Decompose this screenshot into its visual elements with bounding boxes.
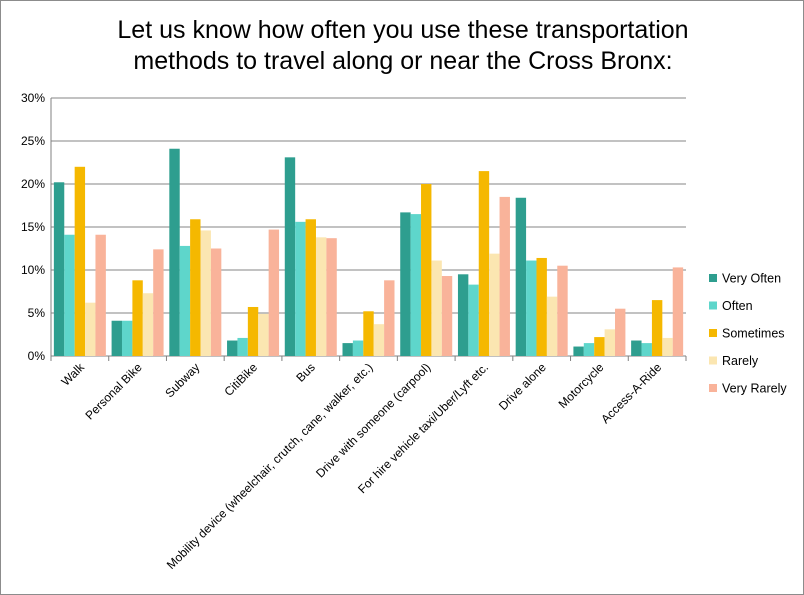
chart-title-line-2: methods to travel along or near the Cros…: [133, 47, 673, 75]
bar: [247, 306, 259, 356]
bar: [384, 280, 395, 356]
x-tick-label: Personal Bike: [82, 360, 144, 422]
bar: [557, 265, 568, 356]
bar: [373, 324, 385, 356]
bar: [132, 280, 143, 356]
bar: [400, 212, 411, 356]
y-tick-label: 20%: [21, 177, 45, 191]
x-tick-label: Walk: [59, 360, 88, 389]
legend-swatch: [709, 301, 717, 310]
bar: [457, 274, 469, 356]
bar: [85, 302, 96, 356]
bar: [363, 311, 374, 356]
bar: [200, 230, 211, 356]
x-tick-label: Mobility device (wheelchair, crutch, can…: [164, 360, 376, 572]
bar: [153, 249, 164, 356]
bar: [651, 300, 663, 356]
bar: [526, 260, 537, 356]
bar: [441, 276, 453, 356]
bar: [431, 260, 442, 356]
bar: [615, 308, 626, 356]
y-tick-label: 25%: [21, 134, 45, 148]
x-tick-label: Motorcycle: [556, 360, 607, 411]
y-tick-label: 30%: [21, 91, 45, 105]
legend-swatch: [709, 329, 717, 337]
bar: [190, 219, 201, 356]
bar: [284, 157, 296, 356]
bar: [95, 234, 106, 356]
bar: [641, 343, 652, 356]
x-tick-label: For hire vehicle taxi/Uber/Lyft etc.: [355, 360, 491, 496]
bar: [111, 320, 122, 356]
bar: [489, 253, 500, 356]
bar: [142, 293, 154, 356]
bar: [74, 166, 86, 356]
bar: [536, 257, 547, 356]
bar: [410, 214, 422, 356]
x-tick-label: Access-A-Ride: [598, 360, 664, 426]
bar: [268, 229, 280, 356]
bar: [631, 340, 642, 356]
bar: [662, 337, 673, 356]
bar: [305, 219, 316, 356]
legend-label: Rarely: [722, 354, 759, 368]
x-tick-label: Subway: [162, 360, 202, 400]
x-tick-label: Bus: [293, 360, 318, 385]
y-tick-label: 15%: [21, 220, 45, 234]
chart-title-line-1: Let us know how often you use these tran…: [117, 16, 689, 44]
chart-title: Let us know how often you use these tran…: [41, 15, 765, 77]
bar: [53, 182, 65, 356]
bar: [169, 148, 180, 356]
y-tick-label: 10%: [21, 263, 45, 277]
bar: [515, 197, 527, 356]
bar: [295, 221, 306, 356]
y-tick-label: 5%: [28, 306, 46, 320]
legend-swatch: [709, 274, 717, 282]
bar: [210, 248, 222, 356]
bar: [64, 234, 75, 356]
legend-swatch: [709, 384, 717, 392]
legend-swatch: [709, 356, 717, 365]
bar: [258, 313, 269, 356]
bar: [546, 296, 558, 356]
legend-label: Sometimes: [722, 327, 785, 341]
y-tick-label: 0%: [28, 349, 46, 363]
legend-label: Very Often: [722, 272, 781, 286]
bar: [121, 320, 133, 356]
bar: [179, 245, 191, 356]
bar: [342, 343, 353, 356]
bar: [594, 337, 605, 356]
bar: [326, 238, 337, 356]
bar: [583, 343, 595, 356]
x-tick-label: Drive with someone (carpool): [313, 360, 433, 480]
legend-label: Very Rarely: [722, 382, 787, 396]
legend-label: Often: [722, 299, 753, 313]
bar: [468, 284, 479, 356]
bar: [672, 267, 684, 356]
bar: [573, 346, 584, 356]
bar: [352, 340, 364, 356]
bar: [604, 329, 616, 356]
bar: [227, 340, 238, 356]
bar: [315, 237, 327, 356]
x-tick-label: CitiBike: [221, 360, 260, 399]
bar: [478, 171, 490, 356]
bar: [421, 184, 432, 356]
bar: [237, 337, 248, 356]
x-tick-label: Drive alone: [496, 360, 549, 413]
bar: [499, 196, 510, 356]
